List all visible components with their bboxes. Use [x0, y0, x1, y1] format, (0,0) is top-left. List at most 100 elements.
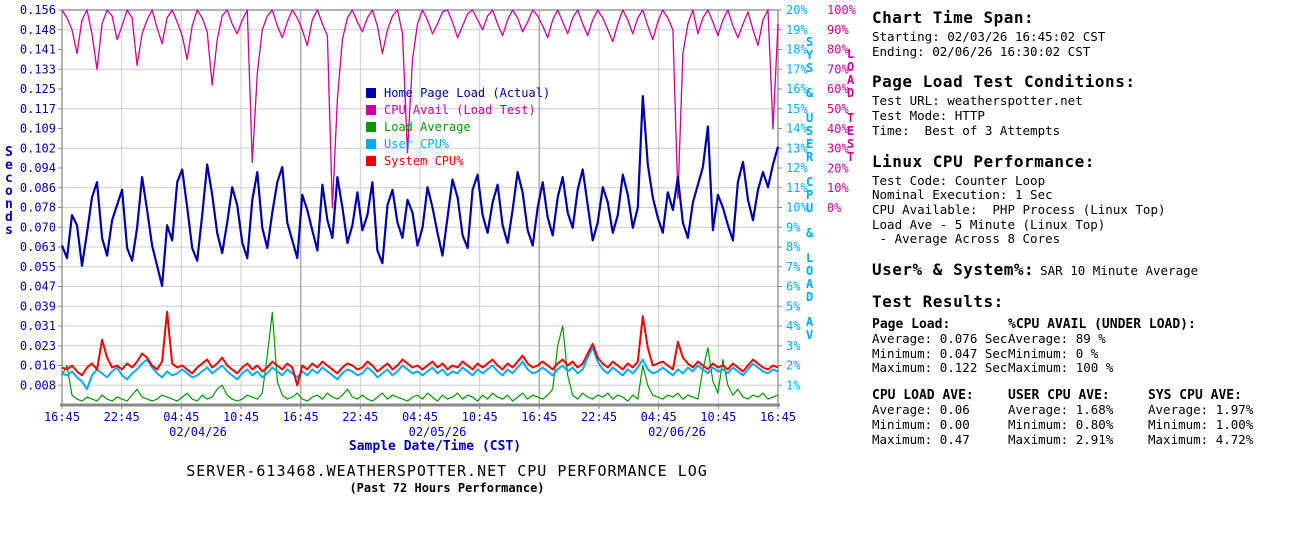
pct-axis-tick-label: 20%	[786, 3, 808, 17]
pct-axis-tick-label: 3%	[786, 339, 801, 353]
result-line: Minimum: 0.80%	[1008, 416, 1114, 432]
section-user-system-pct: User% & System%: SAR 10 Minute Average	[872, 260, 1296, 279]
results-col-heading: CPU LOAD AVE:	[872, 388, 974, 404]
legend-swatch-icon	[366, 104, 376, 115]
chart-subtitle: (Past 72 Hours Performance)	[349, 481, 545, 495]
y-axis-tick-label: 0.133	[20, 62, 56, 76]
pct-axis-tick-label: 14%	[786, 122, 808, 136]
legend-label: CPU Avail (Load Test)	[384, 102, 536, 117]
y-axis-tick-label: 0.094	[20, 161, 56, 175]
y-axis-tick-label: 0.023	[20, 339, 56, 353]
results-page-load: Page Load: Average: 0.076 Sec Minimum: 0…	[872, 317, 1008, 376]
results-cpu-avail: %CPU AVAIL (UNDER LOAD): Average: 89 % M…	[1008, 317, 1296, 376]
result-line: Maximum: 2.91%	[1008, 431, 1114, 447]
result-line: Average: 1.97%	[1148, 402, 1254, 418]
chart-title: SERVER-613468.WEATHERSPOTTER.NET CPU PER…	[186, 462, 708, 480]
chart-legend: Home Page Load (Actual) CPU Avail (Load …	[366, 84, 550, 169]
pct-axis-tick-label: 4%	[786, 319, 801, 333]
y-axis-title-sys-user-cpu-load: S Y S & U S E R C P U & L O A D A V	[806, 35, 814, 342]
result-line: Minimum: 1.00%	[1148, 416, 1254, 432]
legend-item-home-page-load: Home Page Load (Actual)	[366, 84, 550, 101]
section-chart-time-span: Chart Time Span: Starting: 02/03/26 16:4…	[872, 8, 1296, 59]
x-axis-tick-label: 16:45	[521, 410, 557, 424]
legend-label: Load Average	[384, 119, 471, 134]
info-line: SAR 10 Minute Average	[1040, 263, 1199, 279]
load-test-axis-tick-label: 70%	[827, 62, 849, 76]
section-linux-cpu-performance: Linux CPU Performance: Test Code: Counte…	[872, 152, 1296, 248]
result-line: Maximum: 0.122 Sec	[872, 360, 1008, 376]
series-line-system-cpu	[61, 310, 779, 387]
pct-axis-tick-label: 9%	[786, 220, 801, 234]
info-line: Ending: 02/06/26 16:30:02 CST	[872, 43, 1091, 59]
info-line: Load Ave - 5 Minute (Linux Top)	[872, 216, 1106, 232]
y-axis-tick-label: 0.156	[20, 3, 56, 17]
load-test-axis-tick-label: 10%	[827, 181, 849, 195]
legend-item-system-cpu: System CPU%	[366, 152, 550, 169]
date-label: 02/06/26	[648, 425, 706, 439]
result-line: Average: 1.68%	[1008, 402, 1114, 418]
date-label: 02/05/26	[409, 425, 467, 439]
legend-item-cpu-avail: CPU Avail (Load Test)	[366, 101, 550, 118]
x-axis-tick-label: 04:45	[402, 410, 438, 424]
x-axis-tick-label: 04:45	[163, 410, 199, 424]
pct-axis-tick-label: 11%	[786, 181, 808, 195]
x-axis-tick-label: 04:45	[641, 410, 677, 424]
y-axis-tick-label: 0.102	[20, 141, 56, 155]
chart-canvas: 0.156 0.148 0.141 0.133 0.125 0.117 0.109 0.102…	[20, 3, 857, 439]
pct-axis-tick-label: 7%	[786, 260, 801, 274]
load-test-axis-tick-label: 60%	[827, 82, 849, 96]
pct-axis-tick-label: 13%	[786, 141, 808, 155]
result-line: Minimum: 0 %	[1008, 345, 1099, 361]
x-axis-tick-label: 22:45	[581, 410, 617, 424]
section-heading: Test Results:	[872, 292, 1004, 312]
section-heading: Page Load Test Conditions:	[872, 72, 1136, 92]
y-axis-tick-label: 0.078	[20, 201, 56, 215]
legend-label: Home Page Load (Actual)	[384, 85, 551, 100]
result-line: Maximum: 100 %	[1008, 360, 1114, 376]
results-user-cpu-ave: USER CPU AVE: Average: 1.68% Minimum: 0.…	[1008, 388, 1148, 447]
y-axis-tick-label: 0.031	[20, 319, 56, 333]
x-axis-tick-label: 10:45	[223, 410, 259, 424]
y-axis-tick-label: 0.047	[20, 280, 56, 294]
pct-axis-tick-label: 12%	[786, 161, 808, 175]
y-axis-tick-label: 0.086	[20, 181, 56, 195]
pct-axis-tick-label: 8%	[786, 240, 801, 254]
info-line: - Average Across 8 Cores	[872, 231, 1061, 247]
x-axis-tick-label: 22:45	[342, 410, 378, 424]
info-line: Test URL: weatherspotter.net	[872, 93, 1083, 109]
load-test-axis-tick-label: 0%	[827, 201, 842, 215]
results-col-heading: SYS CPU AVE:	[1148, 388, 1242, 404]
legend-label: User CPU%	[384, 136, 450, 151]
y-axis-tick-label: 0.148	[20, 23, 56, 37]
legend-swatch-icon	[366, 138, 376, 149]
x-axis-tick-label: 16:45	[44, 410, 80, 424]
legend-label: System CPU%	[384, 153, 464, 168]
results-col-heading: %CPU AVAIL (UNDER LOAD):	[1008, 317, 1196, 333]
y-axis-tick-label: 0.070	[20, 220, 56, 234]
section-test-results: Test Results:	[872, 292, 1296, 311]
result-line: Maximum: 4.72%	[1148, 431, 1254, 447]
info-line: Test Code: Counter Loop	[872, 172, 1046, 188]
info-line: CPU Available: PHP Process (Linux Top)	[872, 201, 1166, 217]
pct-axis-tick-label: 1%	[786, 378, 801, 392]
legend-item-load-average: Load Average	[366, 118, 550, 135]
results-col-heading: USER CPU AVE:	[1008, 388, 1110, 404]
y-axis-tick-label: 0.141	[20, 43, 56, 57]
results-row-1: Page Load: Average: 0.076 Sec Minimum: 0…	[872, 317, 1296, 376]
x-axis-tick-label: 10:45	[462, 410, 498, 424]
pct-axis-tick-label: 2%	[786, 359, 801, 373]
series-line-load-average	[61, 311, 779, 402]
load-test-axis-tick-label: 30%	[827, 142, 849, 156]
pct-axis-tick-label: 15%	[786, 102, 808, 116]
result-line: Maximum: 0.47	[872, 431, 970, 447]
series-line-cpu-avail-load-test	[61, 9, 779, 209]
y-axis-tick-label: 0.109	[20, 122, 56, 136]
x-axis-tick-label: 10:45	[700, 410, 736, 424]
legend-item-user-cpu: User CPU%	[366, 135, 550, 152]
results-row-2: CPU LOAD AVE: Average: 0.06 Minimum: 0.0…	[872, 388, 1296, 447]
x-axis-tick-label: 22:45	[104, 410, 140, 424]
result-line: Average: 89 %	[1008, 331, 1106, 347]
pct-axis-tick-label: 19%	[786, 23, 808, 37]
results-col-heading: Page Load:	[872, 317, 951, 333]
